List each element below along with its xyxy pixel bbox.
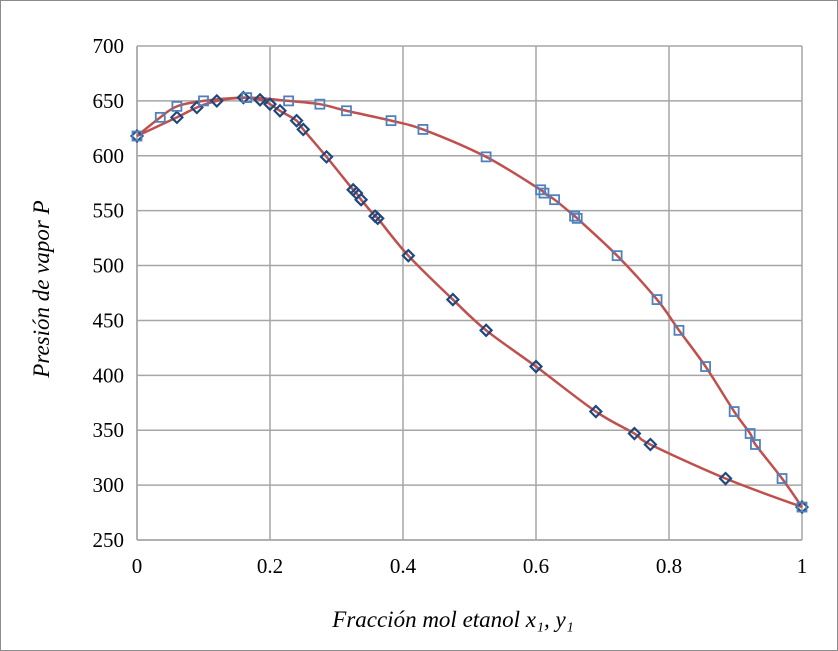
diamond-point bbox=[252, 92, 268, 107]
square-point bbox=[538, 187, 550, 199]
diamond-point bbox=[528, 359, 544, 374]
diamond-point bbox=[319, 149, 334, 164]
diamond-point bbox=[169, 110, 184, 125]
diamond-point bbox=[354, 192, 369, 207]
y-tick-label: 500 bbox=[93, 254, 125, 278]
y-tick-label: 700 bbox=[93, 34, 125, 58]
diamond-point bbox=[262, 97, 278, 112]
y-tick-label: 550 bbox=[93, 199, 125, 223]
square-point bbox=[728, 406, 740, 417]
square-point bbox=[198, 95, 209, 107]
square-point bbox=[171, 100, 183, 112]
y-tick-label: 600 bbox=[93, 144, 125, 168]
x-tick-label: 0.8 bbox=[656, 554, 682, 578]
gridlines bbox=[136, 45, 803, 541]
square-point bbox=[385, 115, 397, 127]
diamond-point bbox=[627, 426, 642, 441]
square-point bbox=[535, 184, 547, 196]
diamond-point bbox=[209, 93, 224, 108]
diamond-point bbox=[588, 404, 603, 419]
y-tick-label: 650 bbox=[93, 89, 125, 113]
tick-labels: 0 0.2 0.4 0.6 0.8 1 250 300 350 400 450 500 550 600 65… bbox=[93, 34, 808, 578]
x-tick-label: 0 bbox=[132, 554, 143, 578]
fit-curves bbox=[136, 96, 804, 509]
x-tick-label: 0.6 bbox=[523, 554, 549, 578]
square-point bbox=[314, 98, 326, 110]
y-tick-label: 400 bbox=[93, 363, 125, 387]
data-markers bbox=[129, 90, 810, 515]
diamond-point bbox=[479, 323, 494, 338]
diamond-point bbox=[718, 471, 733, 486]
diamond-point bbox=[643, 437, 658, 452]
square-point bbox=[241, 92, 253, 103]
square-point bbox=[549, 194, 561, 206]
y-tick-label: 450 bbox=[93, 308, 125, 332]
square-point bbox=[154, 111, 166, 123]
diamond-point bbox=[272, 103, 288, 118]
x-tick-label: 1 bbox=[797, 554, 808, 578]
square-point bbox=[651, 294, 663, 305]
diamond-point bbox=[236, 90, 251, 105]
square-point bbox=[283, 95, 295, 107]
fit-curve-1 bbox=[136, 96, 803, 509]
diamond-point bbox=[445, 292, 460, 307]
square-point bbox=[750, 439, 761, 450]
square-point bbox=[569, 210, 580, 222]
square-point bbox=[131, 130, 143, 142]
square-point bbox=[480, 151, 492, 163]
diamond-point bbox=[289, 113, 304, 128]
y-axis-title: Presión de vapor P bbox=[29, 200, 54, 378]
square-point bbox=[673, 324, 685, 336]
x-tick-label: 0.2 bbox=[257, 554, 283, 578]
square-point bbox=[571, 212, 583, 224]
x-tick-label: 0.4 bbox=[390, 554, 417, 578]
square-point bbox=[744, 428, 756, 439]
square-point bbox=[776, 473, 788, 484]
diamond-point bbox=[370, 211, 385, 226]
diamond-point bbox=[296, 122, 311, 137]
square-point bbox=[700, 361, 711, 372]
square-point bbox=[341, 105, 352, 117]
diamond-point bbox=[401, 248, 416, 263]
y-tick-label: 350 bbox=[93, 418, 125, 442]
y-tick-label: 250 bbox=[93, 528, 125, 552]
square-point bbox=[417, 124, 429, 135]
x-axis-title: Fracción mol etanol x₁, y₁ bbox=[331, 607, 573, 632]
y-tick-label: 300 bbox=[93, 473, 125, 497]
square-point bbox=[796, 501, 808, 513]
square-point bbox=[611, 250, 623, 262]
fit-curve-2 bbox=[136, 96, 804, 508]
